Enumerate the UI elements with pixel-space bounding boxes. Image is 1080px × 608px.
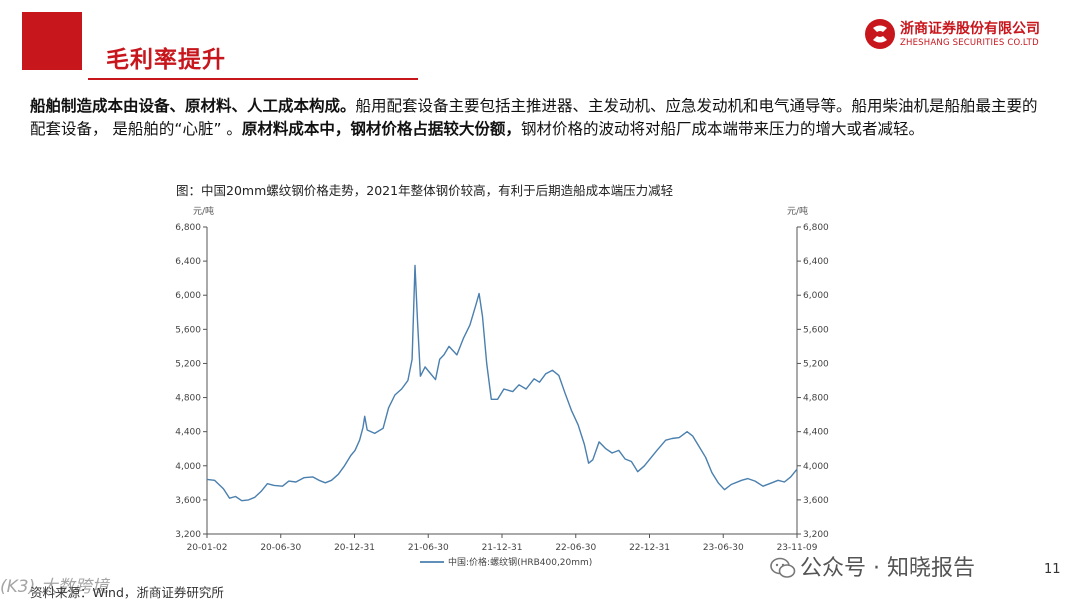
x-tick-label: 22-12-31 [629,543,670,553]
left-y-tick-label: 6,800 [175,223,201,233]
x-tick-label: 21-06-30 [408,543,449,553]
right-y-tick-label: 4,000 [803,462,829,472]
watermark-text: (K3) 大数跨境 [0,577,109,597]
x-tick-label: 23-11-09 [777,543,818,553]
body-paragraph: 船舶制造成本由设备、原材料、人工成本构成。船用配套设备主要包括主推进器、主发动机… [30,95,1050,141]
zheshang-logo-icon [865,19,895,49]
left-y-tick-label: 4,400 [175,428,201,438]
left-y-tick-label: 4,000 [175,462,201,472]
wechat-text: 公众号 · 知晓报告 [800,556,975,581]
legend-label: 中国:价格:螺纹钢(HRB400,20mm) [448,556,592,568]
page-number: 11 [1044,562,1061,577]
right-y-tick-label: 5,200 [803,359,829,369]
right-y-tick-label: 3,200 [803,530,829,540]
body-sentence-2: 船用配套设备主要包括主推进器、主发动机、应急发动机和电气通导等。船用柴油机是船舶… [30,97,1038,138]
company-logo: 浙商证券股份有限公司 ZHESHANG SECURITIES CO.LTD [864,16,1064,54]
x-tick-label: 21-12-31 [482,543,523,553]
left-y-tick-label: 6,400 [175,257,201,267]
right-y-tick-label: 5,600 [803,325,829,335]
right-y-tick-label: 6,400 [803,257,829,267]
body-sentence-3: 原材料成本中，钢材价格占据较大份额， [241,120,521,138]
x-tick-label: 23-06-30 [703,543,744,553]
left-y-axis-unit: 元/吨 [193,205,214,217]
logo-english-name: ZHESHANG SECURITIES CO.LTD [900,38,1039,48]
body-sentence-4: 钢材价格的波动将对船厂成本端带来压力的增大或者减轻。 [520,120,924,138]
slide-title: 毛利率提升 [106,47,226,73]
right-y-tick-label: 3,600 [803,496,829,506]
logo-chinese-name: 浙商证券股份有限公司 [900,21,1040,37]
right-y-axis-unit: 元/吨 [787,205,808,217]
right-y-tick-label: 4,800 [803,394,829,404]
body-sentence-1: 船舶制造成本由设备、原材料、人工成本构成。 [30,97,356,115]
right-y-tick-label: 4,400 [803,428,829,438]
chart-title: 图：中国20mm螺纹钢价格走势，2021年整体钢价较高，有利于后期造船成本端压力… [176,183,674,198]
wechat-watermark: 公众号 · 知晓报告 [770,550,975,582]
title-underline [88,78,418,80]
left-y-tick-label: 3,600 [175,496,201,506]
wechat-icon [770,557,796,578]
left-y-tick-label: 5,200 [175,359,201,369]
right-y-tick-label: 6,800 [803,223,829,233]
source-note: 资料来源：Wind，浙商证券研究所 [30,585,224,600]
left-y-tick-label: 6,000 [175,291,201,301]
right-y-tick-label: 6,000 [803,291,829,301]
x-tick-label: 20-12-31 [334,543,375,553]
title-accent-block [22,12,82,70]
left-y-tick-label: 5,600 [175,325,201,335]
x-tick-label: 22-06-30 [555,543,596,553]
series-line-rebar-price [206,264,798,502]
left-y-tick-label: 4,800 [175,394,201,404]
x-tick-label: 20-01-02 [187,543,228,553]
x-tick-label: 20-06-30 [260,543,301,553]
left-y-tick-label: 3,200 [175,530,201,540]
